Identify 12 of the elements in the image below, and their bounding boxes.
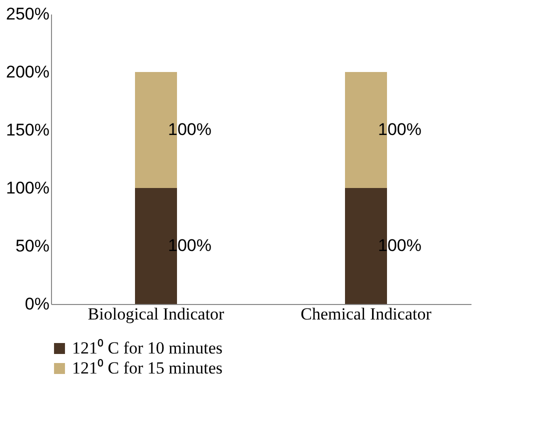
legend-label: 121⁰ C for 15 minutes — [72, 358, 222, 378]
x-tick-label: Biological Indicator — [88, 304, 225, 324]
legend-label: 121⁰ C for 10 minutes — [72, 338, 222, 358]
y-tick-label: 100% — [6, 178, 50, 198]
y-tick-label: 200% — [6, 62, 50, 82]
y-tick-label: 150% — [6, 120, 50, 140]
y-tick-label: 250% — [6, 4, 50, 24]
data-label: 100% — [378, 120, 422, 139]
y-tick-label: 0% — [24, 294, 50, 314]
x-tick-label: Chemical Indicator — [300, 304, 432, 324]
y-tick-label: 50% — [15, 236, 50, 256]
data-label: 100% — [168, 120, 212, 139]
